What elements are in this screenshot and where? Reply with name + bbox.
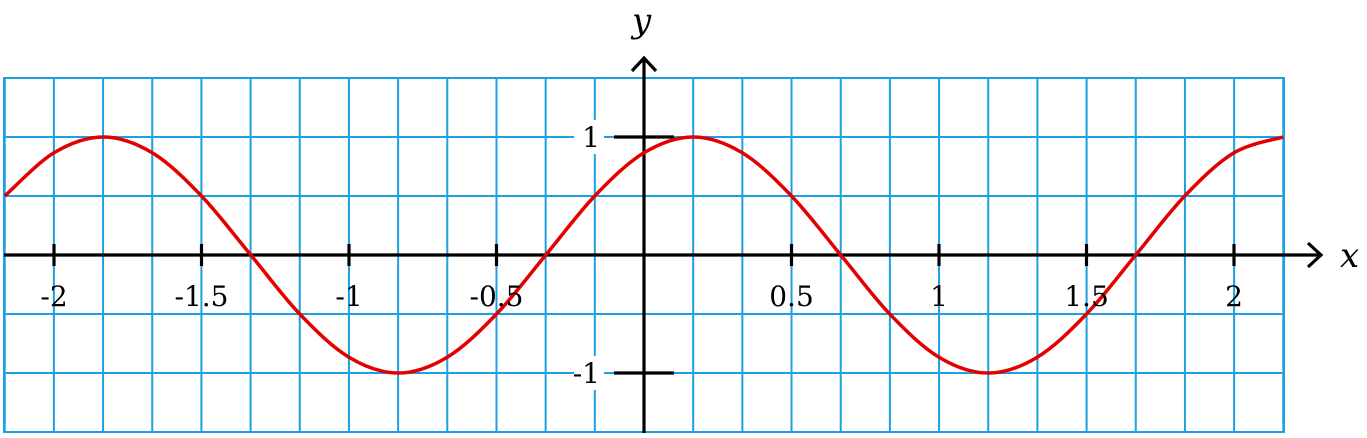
x-tick-label: 0.5 bbox=[769, 280, 814, 313]
x-axis-label: x bbox=[1340, 236, 1359, 276]
y-tick-label: -1 bbox=[573, 357, 600, 390]
x-tick-label: -1.5 bbox=[175, 280, 229, 313]
y-axis-arrow bbox=[630, 55, 658, 73]
y-axis-label: y bbox=[630, 1, 652, 41]
x-tick-label: -1 bbox=[335, 280, 362, 313]
tick-labels: -2 -1.5 -1 -0.5 0.5 1 1.5 2 1 -1 bbox=[40, 120, 1243, 390]
x-tick-label: -2 bbox=[40, 280, 67, 313]
x-tick-label: -0.5 bbox=[470, 280, 524, 313]
ticks bbox=[52, 135, 1236, 375]
y-tick-label-bg bbox=[574, 356, 604, 390]
series-line bbox=[4, 135, 1284, 375]
x-tick-label: 1.5 bbox=[1064, 280, 1109, 313]
x-tick-label: 1 bbox=[930, 280, 948, 313]
curve-layer bbox=[4, 135, 1284, 375]
y-tick-label-bg bbox=[574, 120, 604, 154]
axes bbox=[4, 55, 1324, 433]
x-tick-label: 2 bbox=[1225, 280, 1243, 313]
x-axis-arrow bbox=[1306, 241, 1324, 269]
y-tick-label: 1 bbox=[582, 121, 600, 154]
